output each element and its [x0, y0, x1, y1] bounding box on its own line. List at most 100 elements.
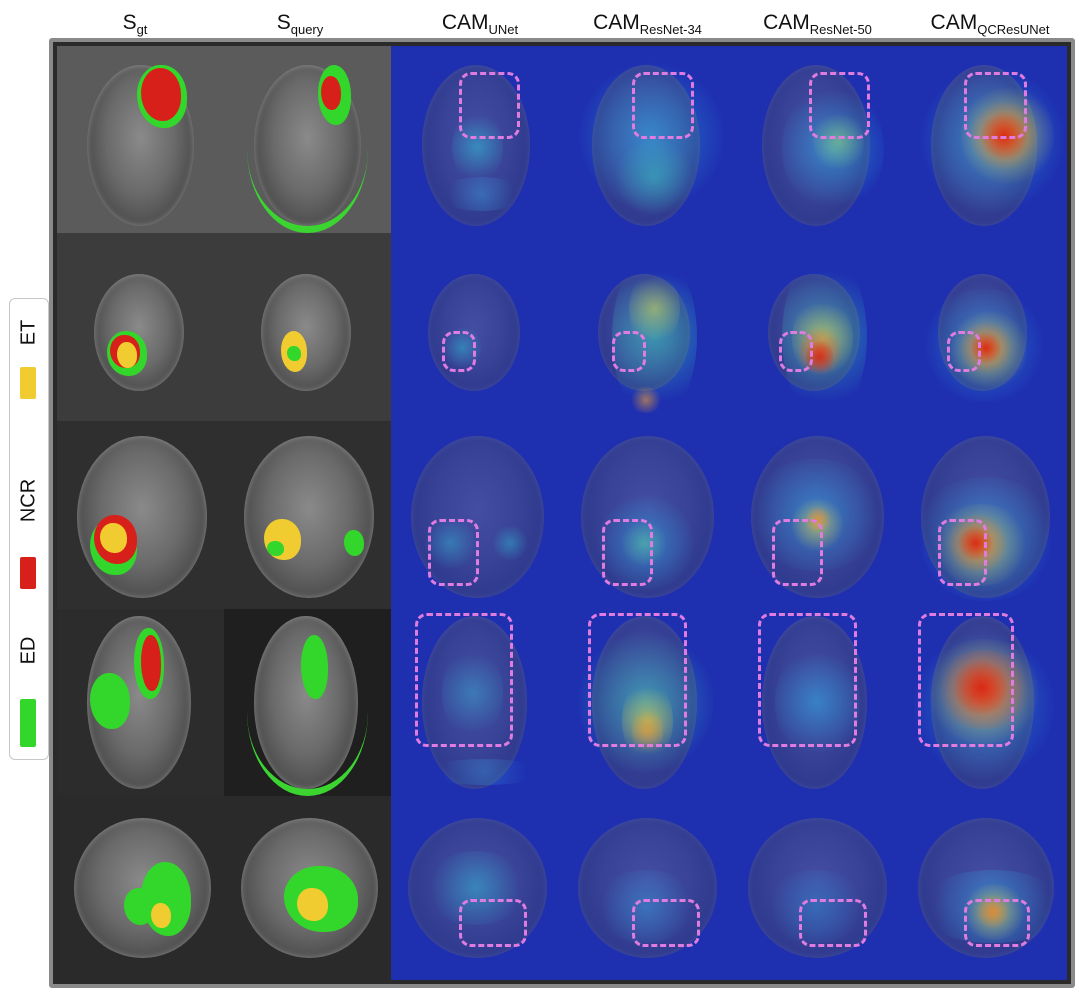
cell-cam-resnet34-row-1: [561, 46, 731, 233]
activation-heat: [493, 524, 527, 562]
cell-cam-resnet34-row-4: [561, 609, 731, 796]
segmentation-ed-rim: [247, 628, 368, 796]
roi-box: [428, 518, 480, 587]
cell-cam-unet-row-2: [391, 233, 561, 421]
activation-heat: [442, 646, 504, 740]
roi-box: [632, 899, 701, 947]
cell-cam-qcresunet-row-2: [901, 233, 1067, 421]
legend-label-ed: ED: [17, 636, 40, 665]
cell-cam-unet-row-3: [391, 421, 561, 609]
cell-s-query-row-4: [224, 609, 391, 796]
cell-cam-resnet50-row-1: [731, 46, 901, 233]
segmentation-legend: ET NCR ED: [9, 298, 49, 760]
roi-box: [809, 72, 871, 140]
segmentation-ncr: [140, 635, 161, 692]
cell-cam-resnet50-row-5: [731, 796, 901, 980]
column-header-cam-resnet34: CAMResNet-34: [565, 6, 730, 40]
activation-heat: [595, 869, 697, 944]
header-sub: ResNet-34: [639, 22, 702, 37]
header-main: CAM: [441, 11, 489, 34]
header-sub: QCResUNet: [977, 22, 1050, 37]
activation-heat: [438, 176, 524, 211]
header-sub: UNet: [488, 22, 519, 37]
segmentation-ed: [123, 888, 154, 925]
segmentation-et: [297, 888, 328, 922]
activation-heat: [574, 60, 728, 211]
header-main: CAM: [593, 11, 640, 34]
cell-s-gt-row-4: [57, 609, 224, 796]
cell-cam-resnet34-row-5: [561, 796, 731, 980]
activation-heat: [765, 869, 867, 944]
header-main: CAM: [763, 11, 810, 34]
roi-box: [632, 72, 694, 140]
header-main: CAM: [930, 11, 978, 34]
cell-s-gt-row-1: [57, 46, 224, 233]
header-sub: query: [290, 22, 324, 37]
image-grid: [57, 46, 1067, 980]
activation-heat: [425, 758, 544, 785]
cell-cam-unet-row-4: [391, 609, 561, 796]
legend-label-et: ET: [17, 319, 40, 346]
cell-cam-qcresunet-row-4: [901, 609, 1067, 796]
roi-box: [414, 612, 514, 748]
legend-swatch-ncr: [20, 557, 36, 589]
activation-heat: [629, 387, 663, 414]
roi-box: [442, 330, 476, 373]
roi-box: [778, 330, 813, 373]
cell-cam-resnet34-row-3: [561, 421, 731, 609]
roi-box: [964, 899, 1031, 947]
header-main: S: [122, 11, 137, 34]
brain-scan: [93, 274, 184, 391]
roi-box: [612, 330, 646, 373]
cell-s-query-row-5: [224, 796, 391, 980]
activation-heat: [612, 139, 697, 215]
legend-swatch-ed: [20, 699, 36, 747]
cell-cam-resnet50-row-3: [731, 421, 901, 609]
cell-cam-resnet50-row-2: [731, 233, 901, 421]
brain-scan: [77, 436, 208, 598]
roi-box: [799, 899, 867, 947]
cell-s-query-row-3: [224, 421, 391, 609]
cell-s-query-row-1: [224, 46, 391, 233]
segmentation-et: [117, 342, 138, 369]
segmentation-ed: [344, 530, 365, 557]
brain-scan: [244, 436, 375, 598]
header-sub: gt: [136, 22, 148, 37]
roi-box: [937, 518, 988, 587]
figure-frame: [49, 38, 1075, 988]
segmentation-et: [150, 902, 171, 929]
legend-swatch-et: [20, 367, 36, 399]
roi-box: [459, 72, 521, 140]
activation-heat: [425, 851, 527, 925]
segmentation-ed-rim: [247, 65, 368, 233]
roi-box: [588, 612, 687, 748]
cell-cam-unet-row-1: [391, 46, 561, 233]
roi-box: [459, 899, 527, 947]
activation-heat: [957, 526, 994, 561]
cell-cam-qcresunet-row-5: [901, 796, 1067, 980]
brain-scan: [260, 274, 351, 391]
segmentation-ncr: [140, 68, 181, 121]
activation-heat: [950, 661, 1011, 714]
roi-box: [917, 612, 1014, 748]
roi-box: [964, 72, 1028, 140]
cell-s-gt-row-2: [57, 233, 224, 421]
cell-cam-qcresunet-row-3: [901, 421, 1067, 609]
cell-cam-qcresunet-row-1: [901, 46, 1067, 233]
cell-s-query-row-2: [224, 233, 391, 421]
cell-s-gt-row-5: [57, 796, 224, 980]
activation-heat: [812, 109, 864, 174]
cell-cam-resnet34-row-2: [561, 233, 731, 421]
roi-box: [771, 518, 823, 587]
roi-box: [947, 330, 981, 373]
header-main: S: [276, 11, 291, 34]
legend-label-ncr: NCR: [17, 478, 40, 523]
segmentation-ed: [287, 345, 301, 361]
brain-scan: [578, 818, 718, 958]
brain-scan: [421, 616, 527, 789]
segmentation-ed: [267, 541, 285, 557]
column-header-s-query: Squery: [240, 6, 360, 40]
roi-box: [758, 612, 857, 748]
column-header-cam-qcresunet: CAMQCResUNet: [900, 6, 1080, 40]
segmentation-et: [100, 522, 128, 553]
